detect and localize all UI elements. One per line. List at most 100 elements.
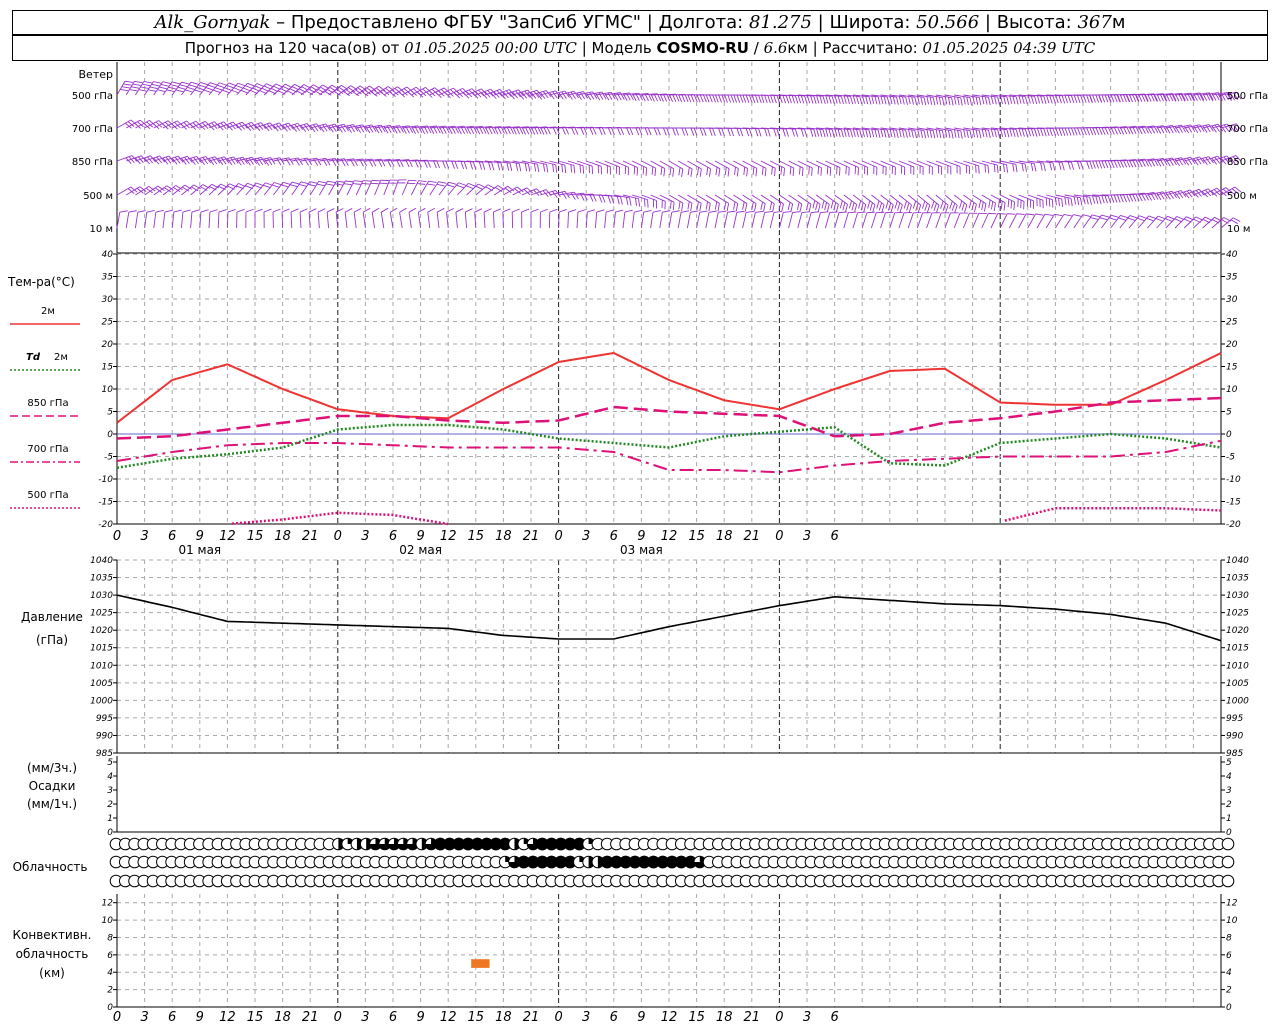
barb-staff	[871, 194, 885, 206]
wind-barb	[880, 127, 899, 139]
barb-feather	[746, 210, 755, 213]
barb-feather	[163, 187, 172, 193]
wind-barb	[226, 209, 236, 229]
barb-feather	[978, 130, 982, 139]
barb-feather	[211, 157, 218, 165]
barb-feather	[883, 96, 887, 105]
barb-staff	[190, 82, 201, 96]
barb-feather	[349, 125, 356, 133]
barb-feather	[914, 130, 917, 139]
barb-feather	[369, 85, 377, 92]
wind-barb	[742, 210, 755, 229]
barb-staff	[134, 212, 139, 229]
barb-feather	[300, 125, 307, 133]
barb-feather	[932, 97, 936, 106]
wind-barb	[291, 123, 313, 133]
barb-feather	[351, 90, 360, 97]
barb-feather	[647, 127, 652, 136]
wind-barb	[218, 156, 239, 166]
barb-feather	[696, 201, 699, 210]
wind-barb	[1193, 156, 1214, 166]
barb-feather	[960, 130, 963, 139]
barb-staff	[530, 189, 547, 196]
wind-barb	[972, 194, 987, 212]
wind-barb	[417, 207, 426, 229]
barb-staff	[1165, 190, 1182, 196]
barb-feather	[294, 124, 301, 131]
wind-barb	[843, 160, 859, 176]
barb-feather	[1076, 95, 1081, 103]
barb-feather	[755, 168, 758, 177]
barb-staff	[825, 160, 841, 169]
barb-staff	[181, 184, 195, 196]
barb-feather	[193, 157, 199, 165]
barb-staff	[181, 156, 197, 162]
barb-staff	[1064, 160, 1081, 163]
barb-feather	[994, 129, 997, 138]
barb-staff	[227, 156, 244, 162]
barb-staff	[843, 160, 859, 168]
y-tick-label: 6	[1226, 951, 1232, 961]
wind-barb	[898, 212, 913, 229]
barb-feather	[1155, 218, 1164, 222]
y-tick-label: 0	[107, 828, 113, 838]
barb-feather	[157, 185, 165, 192]
barb-staff	[466, 160, 483, 163]
wind-barb	[788, 194, 803, 212]
cloud-cover-symbol	[396, 837, 410, 851]
barb-feather	[660, 166, 663, 175]
barb-feather	[957, 97, 960, 106]
wind-barb	[834, 194, 848, 213]
barb-feather	[1086, 161, 1090, 169]
barb-feather	[527, 163, 531, 172]
wind-barb	[944, 160, 961, 175]
barb-feather	[159, 86, 168, 90]
cloud-cover-symbol	[535, 837, 549, 851]
barb-feather	[239, 157, 245, 165]
barb-staff	[300, 181, 311, 196]
wind-barb	[981, 160, 999, 174]
barb-staff	[567, 211, 569, 229]
wind-barb	[410, 180, 427, 196]
barb-feather	[1150, 93, 1155, 102]
wind-barb	[399, 207, 407, 229]
barb-feather	[1024, 96, 1028, 105]
barb-feather	[1061, 198, 1064, 207]
barb-feather	[155, 121, 163, 128]
barb-staff	[254, 157, 271, 162]
barb-feather	[1220, 125, 1227, 133]
barb-feather	[162, 157, 169, 165]
barb-feather	[742, 94, 747, 103]
barb-feather	[1186, 216, 1194, 221]
barb-feather	[1092, 94, 1096, 103]
barb-staff	[503, 160, 520, 164]
barb-feather	[773, 211, 782, 213]
barb-feather	[796, 202, 800, 211]
barb-feather	[828, 95, 832, 104]
barb-staff	[116, 212, 121, 229]
wind-barb	[1092, 160, 1112, 169]
barb-feather	[1199, 93, 1204, 102]
barb-staff	[1220, 91, 1237, 96]
barb-staff	[346, 158, 363, 162]
barb-feather	[705, 201, 709, 210]
barb-feather	[964, 204, 968, 213]
barb-feather	[1118, 217, 1127, 221]
barb-staff	[622, 92, 639, 96]
barb-feather	[1104, 94, 1109, 103]
barb-feather	[1116, 194, 1121, 203]
barb-feather	[721, 128, 725, 137]
barb-staff	[1082, 194, 1099, 197]
wind-barb	[1147, 215, 1166, 229]
x-tick-label: 0	[334, 529, 342, 544]
barb-feather	[542, 91, 549, 99]
barb-feather	[1036, 95, 1041, 104]
barb-feather	[690, 94, 695, 103]
barb-feather	[833, 202, 837, 211]
convective-cloud-bar	[471, 959, 490, 968]
barb-feather	[432, 160, 437, 169]
barb-staff	[264, 122, 280, 129]
barb-feather	[1101, 214, 1110, 218]
y-tick-label: 25	[1226, 318, 1238, 328]
barb-feather	[1036, 128, 1041, 137]
